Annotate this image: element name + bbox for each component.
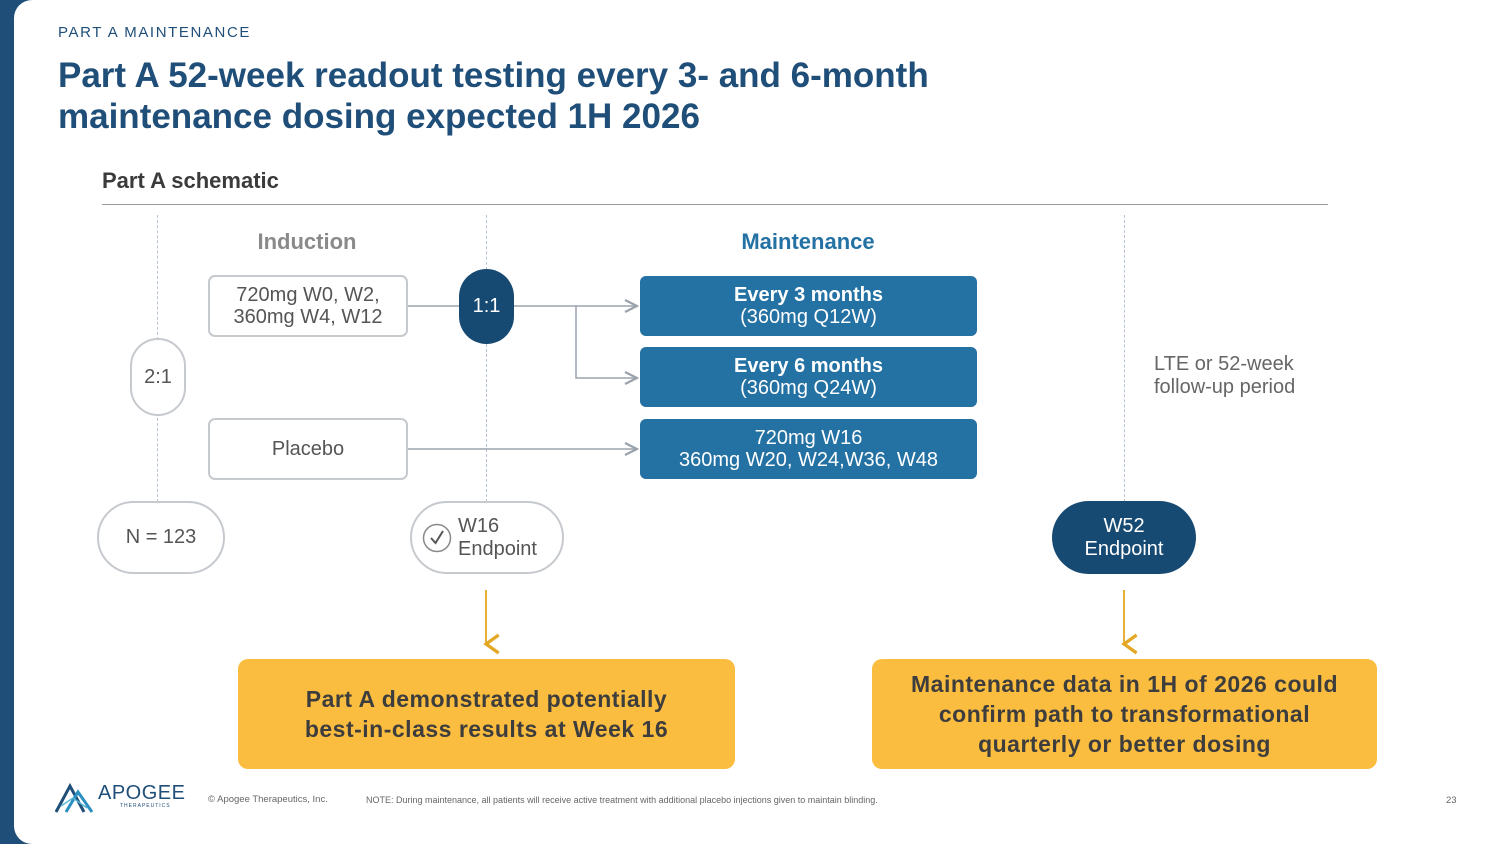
w16-line-1: W16 [458, 514, 500, 537]
callout-maintenance: Maintenance data in 1H of 2026 could con… [872, 659, 1377, 769]
logo-wordmark: APOGEE [98, 782, 186, 804]
w52-line-2: Endpoint [1084, 537, 1164, 560]
apogee-mountain-icon [54, 782, 94, 813]
slide: PART A MAINTENANCE Part A 52-week readou… [14, 0, 1500, 844]
dashed-guide-right [1124, 215, 1125, 502]
maintenance-heading: Maintenance [741, 229, 875, 254]
w16-endpoint-text: W16 Endpoint [458, 515, 537, 561]
n-count-label: N = 123 [125, 526, 197, 548]
arm-cross-line-2: 360mg W20, W24,W36, W48 [679, 449, 938, 471]
induction-dose-box: 720mg W0, W2, 360mg W4, W12 [208, 275, 408, 337]
w52-endpoint-pill: W52 Endpoint [1052, 501, 1196, 574]
arm-every-6-months: Every 6 months (360mg Q24W) [640, 347, 977, 407]
callout-maint-line-2: confirm path to transformational [938, 701, 1311, 727]
arm-every-3-months: Every 3 months (360mg Q12W) [640, 276, 977, 336]
dashed-guide-left-bottom [157, 418, 158, 502]
n-count-pill: N = 123 [97, 501, 225, 574]
arm-cross-line-1: 720mg W16 [754, 427, 863, 449]
callout-week16: Part A demonstrated potentially best-in-… [238, 659, 735, 769]
randomization-1-1: 1:1 [459, 269, 514, 344]
footnote-text: NOTE: During maintenance, all patients w… [366, 795, 878, 805]
lte-label: LTE or 52-week follow-up period [1154, 353, 1295, 399]
randomization-2-1-label: 2:1 [144, 365, 172, 388]
induction-dose-line-1: 720mg W0, W2, [236, 284, 380, 306]
arm-q6m-title: Every 6 months [734, 355, 883, 377]
induction-dose-line-2: 360mg W4, W12 [233, 306, 383, 328]
arrow-to-q6m [575, 306, 637, 378]
w52-line-1: W52 [1103, 514, 1145, 537]
w16-endpoint-pill: W16 Endpoint [410, 501, 564, 574]
arm-placebo-crossover: 720mg W16 360mg W20, W24,W36, W48 [640, 419, 977, 479]
dashed-guide-mid-top [486, 215, 487, 270]
w16-line-2: Endpoint [458, 537, 537, 560]
dashed-guide-mid-bottom [486, 344, 487, 502]
copyright-text: © Apogee Therapeutics, Inc. [208, 794, 328, 805]
title-line-2: maintenance dosing expected 1H 2026 [58, 97, 700, 136]
dashed-guide-left-top [157, 215, 158, 340]
callout-week16-line-2: best-in-class results at Week 16 [304, 716, 669, 742]
arm-q6m-dose: (360mg Q24W) [740, 377, 877, 399]
page-title: Part A 52-week readout testing every 3- … [58, 55, 1058, 137]
section-label: PART A MAINTENANCE [58, 24, 252, 41]
apogee-logo: APOGEE THERAPEUTICS [54, 778, 186, 818]
randomization-1-1-label: 1:1 [472, 295, 501, 317]
callout-maint-line-3: quarterly or better dosing [978, 731, 1271, 757]
check-circle-icon [422, 523, 452, 553]
arm-q3m-title: Every 3 months [734, 284, 883, 306]
placebo-label: Placebo [271, 438, 345, 460]
title-line-1: Part A 52-week readout testing every 3- … [58, 56, 929, 95]
callout-maint-line-1: Maintenance data in 1H of 2026 could [911, 671, 1338, 697]
lte-line-1: LTE or 52-week [1154, 353, 1294, 375]
arm-q3m-dose: (360mg Q12W) [740, 306, 877, 328]
schematic-title: Part A schematic [102, 168, 279, 193]
randomization-2-1: 2:1 [130, 338, 186, 416]
placebo-box: Placebo [208, 418, 408, 480]
logo-subtext: THERAPEUTICS [120, 803, 171, 809]
lte-line-2: follow-up period [1154, 376, 1296, 398]
page-number: 23 [1446, 795, 1457, 806]
title-divider [102, 204, 1328, 205]
callout-week16-line-1: Part A demonstrated potentially [305, 686, 668, 712]
induction-heading: Induction [257, 229, 357, 254]
